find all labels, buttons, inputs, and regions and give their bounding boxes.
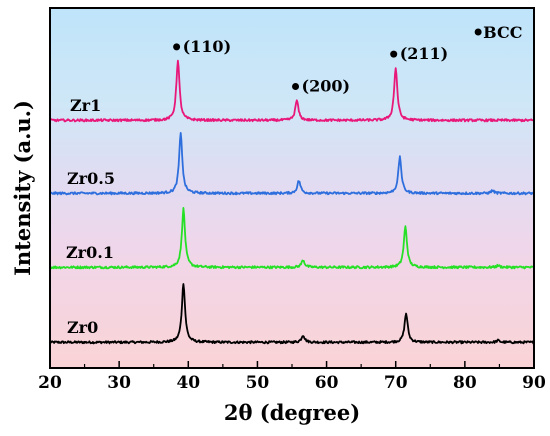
x-tick-label: 60: [315, 373, 339, 393]
x-tick-label: 30: [107, 373, 131, 393]
x-tick-label: 40: [176, 373, 200, 393]
x-tick-label: 70: [384, 373, 408, 393]
bcc-marker: [292, 83, 300, 90]
series-line-zr0-1: [49, 207, 535, 270]
series-line-zr0: [49, 283, 535, 345]
peak-label: (110): [183, 37, 232, 56]
series-layer: Zr0 Zr0.1 Zr0.5 Zr1: [49, 59, 535, 345]
series-label: Zr1: [70, 96, 101, 115]
series-line-zr0-5: [49, 132, 535, 196]
bcc-marker: [390, 50, 398, 58]
bcc-legend-marker: [474, 28, 482, 36]
annotation-layer: (110) (200) (211) BCC: [173, 23, 522, 96]
x-tick-label: 90: [522, 373, 546, 393]
series-label: Zr0.5: [67, 169, 115, 188]
series-line-zr1: [49, 59, 535, 123]
peak-label: (200): [302, 77, 351, 96]
x-tick-label: 50: [246, 373, 270, 393]
y-axis-title: Intensity (a.u.): [10, 100, 35, 276]
series-label: Zr0.1: [66, 243, 114, 262]
bcc-marker: [173, 43, 181, 51]
bcc-legend-label: BCC: [483, 23, 522, 42]
x-axis-ticks: 20 30 40 50 60 70 80 90: [38, 361, 546, 393]
x-tick-label: 80: [453, 373, 477, 393]
series-label: Zr0: [67, 318, 98, 337]
x-axis-title: 2θ (degree): [224, 400, 360, 425]
peak-label: (211): [400, 44, 449, 63]
plot-background: [50, 8, 534, 368]
x-tick-label: 20: [38, 373, 62, 393]
